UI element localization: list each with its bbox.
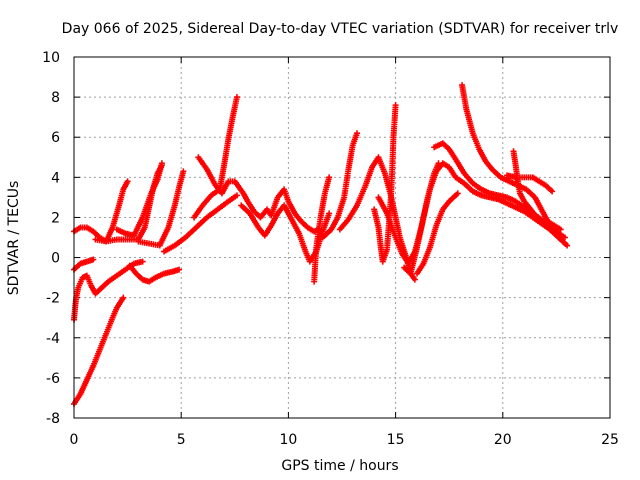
y-tick-label: -2: [46, 291, 60, 307]
series-pass-J: [191, 94, 240, 221]
y-axis-label: SDTVAR / TECUs: [6, 181, 22, 296]
data-point: [557, 226, 564, 233]
series-pass-D: [126, 262, 183, 285]
data-point: [233, 192, 240, 199]
series-pass-W: [510, 148, 553, 229]
data-point: [392, 102, 399, 109]
y-tick-label: 8: [51, 90, 60, 106]
data-point: [233, 94, 240, 101]
data-point: [158, 160, 165, 167]
x-tick-label: 10: [279, 432, 297, 448]
y-tick-label: 6: [51, 130, 60, 146]
y-tick-label: 4: [51, 170, 60, 186]
y-tick-label: 10: [42, 50, 60, 66]
plot-frame: [73, 56, 611, 419]
data-point: [90, 256, 97, 263]
data-point: [326, 210, 333, 217]
series-pass-I: [161, 192, 240, 255]
series-pass-S: [414, 190, 461, 277]
series-pass-G: [113, 160, 165, 239]
data-point: [180, 168, 187, 175]
y-tick-label: 0: [51, 251, 60, 267]
data-point: [564, 242, 571, 249]
x-tick-label: 0: [70, 432, 79, 448]
x-axis-label: GPS time / hours: [281, 458, 398, 474]
x-tick-label: 20: [494, 432, 512, 448]
series-pass-N: [319, 130, 361, 241]
data-series: [71, 82, 571, 407]
data-point: [411, 276, 418, 283]
y-tick-label: -8: [46, 411, 60, 427]
axis-ticks: 0 5 10 15 20 25 -8 -6 -4 -2 0 2 4 6 8 10: [42, 50, 619, 448]
y-tick-label: 2: [51, 210, 60, 226]
data-point: [124, 178, 131, 185]
chart-title: Day 066 of 2025, Sidereal Day-to-day VTE…: [62, 21, 619, 37]
series-pass-H: [135, 168, 187, 249]
series-pass-P: [371, 102, 399, 265]
data-point: [139, 258, 146, 265]
x-tick-label: 5: [177, 432, 186, 448]
x-tick-label: 25: [601, 432, 619, 448]
y-tick-label: -6: [46, 371, 60, 387]
series-pass-M: [311, 174, 333, 285]
series-pass-A: [71, 294, 127, 407]
data-point: [561, 234, 568, 241]
x-tick-label: 15: [387, 432, 405, 448]
data-point: [454, 190, 461, 197]
data-point: [354, 130, 361, 137]
series-pass-T: [459, 82, 564, 233]
y-tick-label: -4: [46, 331, 60, 347]
series-pass-V: [504, 172, 556, 195]
data-point: [326, 174, 333, 181]
series-pass-R: [401, 160, 571, 277]
data-point: [120, 294, 127, 301]
series-pass-K: [195, 154, 322, 235]
data-point: [549, 188, 556, 195]
data-point: [176, 266, 183, 273]
data-point: [546, 222, 553, 229]
